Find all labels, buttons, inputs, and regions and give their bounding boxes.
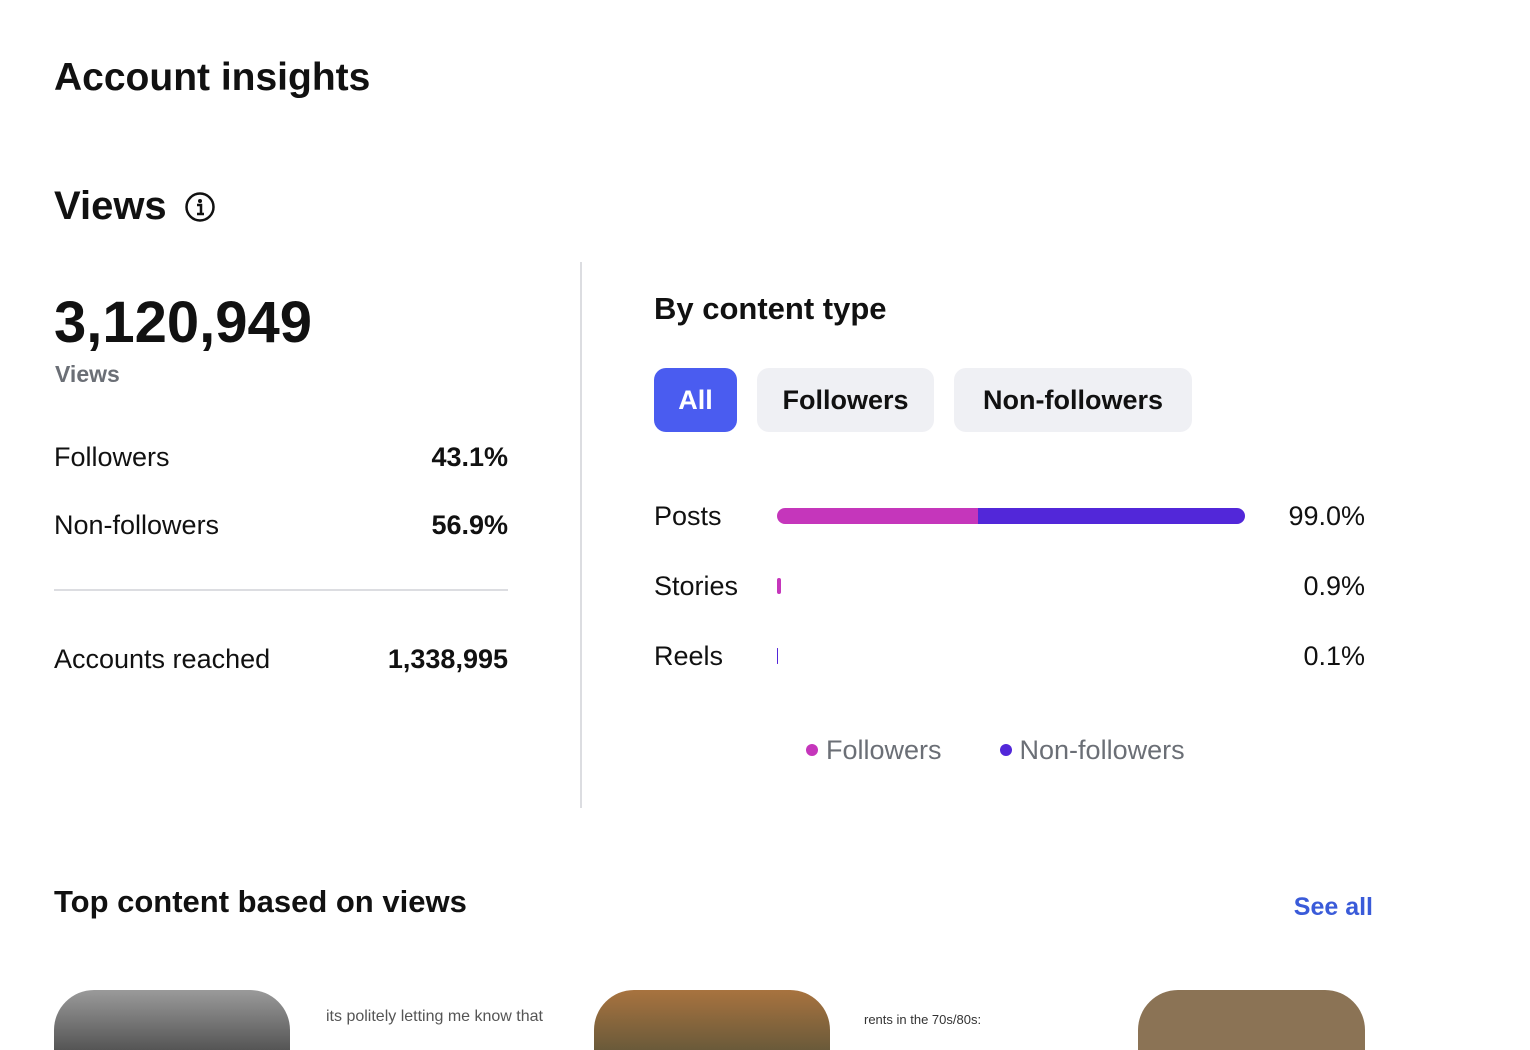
- row-label: Posts: [654, 503, 722, 530]
- caption: its politely letting me know that: [326, 1009, 543, 1025]
- legend-label: Followers: [826, 737, 942, 764]
- stat-label: Accounts reached: [54, 646, 270, 673]
- see-all-link[interactable]: See all: [1294, 895, 1373, 920]
- thumbnail[interactable]: [594, 990, 830, 1050]
- stat-label: Followers: [54, 444, 170, 471]
- divider: [54, 589, 508, 591]
- bar-segment: [777, 578, 781, 594]
- caption: rents in the 70s/80s:: [864, 1013, 981, 1026]
- bar-segment: [978, 508, 1245, 524]
- row-label: Stories: [654, 573, 738, 600]
- row-value: 99.0%: [1288, 503, 1365, 530]
- tab[interactable]: Non-followers: [954, 368, 1192, 432]
- chart-title: By content type: [654, 293, 887, 324]
- tab[interactable]: Followers: [757, 368, 934, 432]
- stat-label: Non-followers: [54, 512, 219, 539]
- page-title: Account insights: [54, 58, 370, 97]
- info-icon[interactable]: [184, 191, 216, 223]
- views-total-label: Views: [55, 363, 120, 386]
- legend-dot: [806, 744, 818, 756]
- legend-dot: [1000, 744, 1012, 756]
- stat-value: 43.1%: [431, 444, 508, 471]
- tab[interactable]: All: [654, 368, 737, 432]
- divider: [580, 262, 582, 808]
- row-label: Reels: [654, 643, 723, 670]
- bar-segment: [777, 508, 978, 524]
- section-title: Views: [54, 186, 167, 226]
- thumbnail[interactable]: [1138, 990, 1365, 1050]
- views-total: 3,120,949: [54, 294, 312, 352]
- row-value: 0.9%: [1303, 573, 1365, 600]
- page: Account insights Views 3,120,949 Views F…: [0, 0, 1530, 1028]
- stat-value: 56.9%: [431, 512, 508, 539]
- section-title: Top content based on views: [54, 886, 467, 917]
- stat-value: 1,338,995: [388, 646, 508, 673]
- row-value: 0.1%: [1303, 643, 1365, 670]
- thumbnail[interactable]: [54, 990, 290, 1050]
- legend-label: Non-followers: [1020, 737, 1185, 764]
